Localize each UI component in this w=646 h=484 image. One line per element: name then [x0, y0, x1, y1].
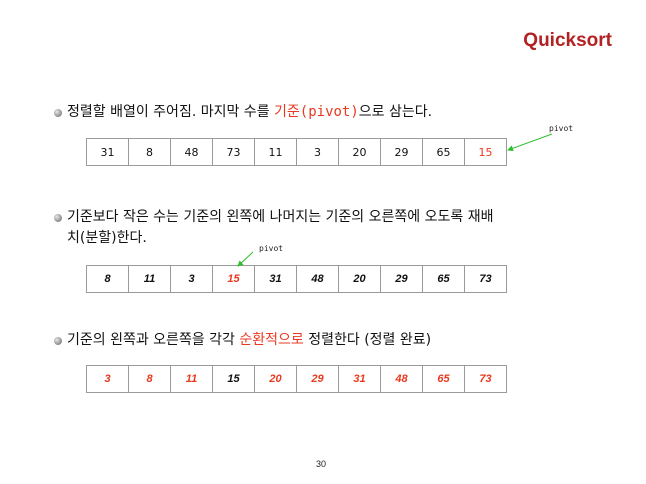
- array-cell: 29: [380, 265, 423, 293]
- array-cell: 11: [128, 265, 171, 293]
- bullet-icon: [54, 109, 62, 117]
- array-cell: 15: [212, 365, 255, 393]
- array-cell: 3: [296, 138, 339, 166]
- array-cell: 73: [464, 265, 507, 293]
- pivot-label-2: pivot: [259, 244, 284, 253]
- array-initial: 31 8 48 73 11 3 20 29 65 15: [86, 138, 507, 166]
- array-cell: 8: [128, 365, 171, 393]
- array-cell: 11: [254, 138, 297, 166]
- bullet-3-text-post: 정렬한다 (정렬 완료): [303, 332, 432, 348]
- array-cell: 48: [380, 365, 423, 393]
- array-cell: 31: [86, 138, 129, 166]
- bullet-2-line-1: 기준보다 작은 수는 기준의 왼쪽에 나머지는 기준의 오른쪽에 오도록 재배: [67, 209, 494, 225]
- array-sorted: 3 8 11 15 20 29 31 48 65 73: [86, 365, 507, 393]
- bullet-2-line-2: 치(분할)한다.: [67, 230, 147, 246]
- array-cell: 31: [254, 265, 297, 293]
- array-cell: 65: [422, 365, 465, 393]
- pivot-arrow-2: [237, 251, 254, 267]
- array-partitioned: 8 11 3 15 31 48 20 29 65 73: [86, 265, 507, 293]
- bullet-1: 정렬할 배열이 주어짐. 마지막 수를 기준(pivot)으로 삼는다.: [54, 102, 433, 123]
- array-cell: 31: [338, 365, 381, 393]
- bullet-1-highlight: 기준(pivot): [274, 104, 359, 120]
- bullet-2: 기준보다 작은 수는 기준의 왼쪽에 나머지는 기준의 오른쪽에 오도록 재배 …: [54, 207, 494, 249]
- bullet-3-highlight: 순환적으로: [239, 332, 304, 348]
- bullet-icon: [54, 337, 62, 345]
- pivot-label-1: pivot: [549, 124, 574, 133]
- array-cell: 65: [422, 265, 465, 293]
- array-cell: 15: [212, 265, 255, 293]
- array-cell: 11: [170, 365, 213, 393]
- array-cell: 73: [464, 365, 507, 393]
- slide-title: Quicksort: [523, 30, 612, 51]
- array-cell: 29: [380, 138, 423, 166]
- bullet-1-text-pre: 정렬할 배열이 주어짐. 마지막 수를: [67, 104, 275, 120]
- pivot-arrow-1: [507, 133, 553, 152]
- array-cell: 3: [86, 365, 129, 393]
- array-cell: 65: [422, 138, 465, 166]
- array-cell: 20: [338, 138, 381, 166]
- array-cell: 73: [212, 138, 255, 166]
- array-cell: 8: [128, 138, 171, 166]
- bullet-1-text-post: 으로 삼는다.: [358, 104, 433, 120]
- array-cell: 48: [296, 265, 339, 293]
- array-cell: 48: [170, 138, 213, 166]
- array-cell: 20: [254, 365, 297, 393]
- array-cell: 20: [338, 265, 381, 293]
- page-number: 30: [316, 459, 327, 469]
- array-cell: 3: [170, 265, 213, 293]
- array-cell: 29: [296, 365, 339, 393]
- bullet-3: 기준의 왼쪽과 오른쪽을 각각 순환적으로 정렬한다 (정렬 완료): [54, 330, 432, 351]
- array-cell: 8: [86, 265, 129, 293]
- array-cell: 15: [464, 138, 507, 166]
- bullet-icon: [54, 214, 62, 222]
- bullet-3-text-pre: 기준의 왼쪽과 오른쪽을 각각: [67, 332, 240, 348]
